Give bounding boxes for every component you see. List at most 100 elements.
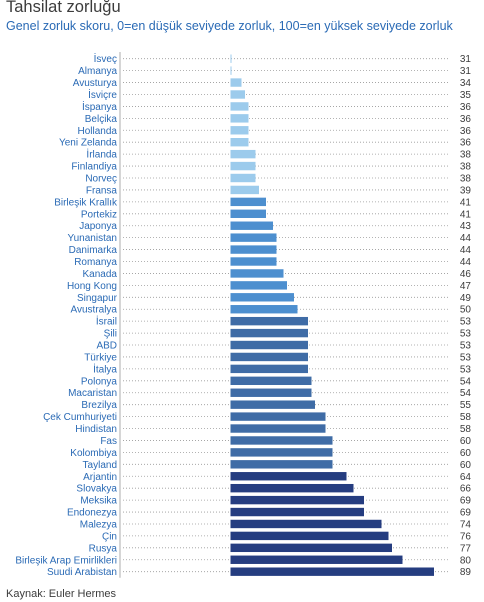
category-label: Polonya	[81, 376, 118, 387]
category-label: Japonya	[79, 221, 117, 232]
bar	[230, 78, 242, 87]
value-label: 66	[460, 484, 472, 495]
bar	[230, 245, 277, 254]
value-label: 35	[460, 90, 472, 101]
bar	[230, 531, 389, 541]
value-label: 44	[460, 257, 472, 268]
bar	[230, 161, 256, 171]
category-label: Türkiye	[84, 352, 117, 363]
bar	[230, 233, 277, 242]
value-label: 36	[460, 138, 472, 149]
value-label: 53	[460, 341, 472, 352]
bar	[230, 400, 315, 409]
category-label: Fransa	[86, 185, 118, 196]
category-label: Suudi Arabistan	[47, 567, 117, 578]
value-label: 36	[460, 126, 472, 137]
value-label: 77	[460, 543, 472, 554]
bar	[230, 90, 245, 99]
category-label: İrlanda	[86, 148, 117, 161]
category-label: Rusya	[89, 543, 118, 554]
value-label: 58	[460, 412, 472, 423]
value-label: 89	[460, 567, 472, 578]
value-label: 54	[460, 388, 472, 399]
bar	[230, 519, 382, 529]
category-label: İsrail	[96, 315, 117, 328]
category-label: Norveç	[85, 174, 117, 185]
chart-subtitle: Genel zorluk skoru, 0=en düşük seviyede …	[6, 19, 453, 33]
value-label: 47	[460, 281, 472, 292]
category-label: Yeni Zelanda	[59, 138, 117, 149]
bar	[230, 388, 312, 397]
category-label: İtalya	[93, 362, 117, 375]
category-label: Finlandiya	[71, 162, 117, 173]
bar	[230, 138, 249, 147]
category-label: Hollanda	[78, 126, 118, 137]
category-label: Kanada	[83, 269, 118, 280]
value-label: 60	[460, 460, 472, 471]
value-label: 31	[460, 66, 472, 77]
category-label: Fas	[100, 436, 117, 447]
bar	[230, 149, 256, 159]
value-label: 58	[460, 424, 472, 435]
category-label: Singapur	[77, 293, 118, 304]
bar	[230, 543, 392, 553]
value-label: 53	[460, 317, 472, 328]
bar	[230, 269, 284, 278]
value-label: 46	[460, 269, 472, 280]
value-label: 64	[460, 472, 472, 483]
bar	[230, 340, 308, 350]
value-label: 38	[460, 162, 472, 173]
category-label: Hong Kong	[67, 281, 117, 292]
value-label: 69	[460, 496, 472, 507]
bar	[230, 436, 333, 445]
category-label: Romanya	[74, 257, 117, 268]
bar	[230, 567, 434, 576]
category-label: Tayland	[83, 460, 117, 471]
bar	[230, 114, 249, 123]
category-label: Brezilya	[81, 400, 117, 411]
value-label: 53	[460, 352, 472, 363]
bar	[230, 483, 354, 493]
category-label: Yunanistan	[68, 233, 118, 244]
value-label: 41	[460, 209, 472, 220]
value-label: 44	[460, 245, 472, 256]
category-label: Danimarka	[69, 245, 118, 256]
bar	[230, 448, 333, 457]
category-label: Almanya	[78, 66, 117, 77]
bar	[230, 281, 287, 290]
bar	[230, 305, 298, 314]
bar	[230, 412, 326, 421]
bar	[230, 507, 364, 517]
value-label: 41	[460, 197, 472, 208]
bar	[230, 293, 294, 302]
category-label: Belçika	[85, 114, 118, 125]
bar	[230, 495, 364, 505]
category-label: Malezya	[80, 519, 118, 530]
source-note: Kaynak: Euler Hermes	[6, 588, 117, 600]
bar	[230, 376, 312, 386]
category-label: Avusturya	[73, 78, 118, 89]
bar	[230, 102, 249, 111]
value-label: 49	[460, 293, 472, 304]
value-label: 34	[460, 78, 472, 89]
bar	[230, 209, 266, 218]
bar	[230, 173, 256, 183]
category-label: Şili	[104, 329, 117, 340]
value-label: 44	[460, 233, 472, 244]
value-label: 55	[460, 400, 472, 411]
category-label: Portekiz	[81, 209, 117, 220]
value-label: 38	[460, 174, 472, 185]
category-label: Hindistan	[75, 424, 117, 435]
bar	[230, 221, 273, 230]
chart-title: Tahsilat zorluğu	[6, 0, 121, 16]
bar	[230, 364, 308, 374]
category-label: Endonezya	[67, 508, 117, 519]
bar	[230, 555, 403, 564]
category-label: İspanya	[82, 100, 117, 113]
bar	[230, 185, 259, 195]
category-label: Birleşik Arap Emirlikleri	[15, 555, 117, 566]
bar	[230, 316, 308, 326]
category-label: İsviçre	[88, 88, 117, 101]
category-label: Arjantin	[83, 472, 117, 483]
